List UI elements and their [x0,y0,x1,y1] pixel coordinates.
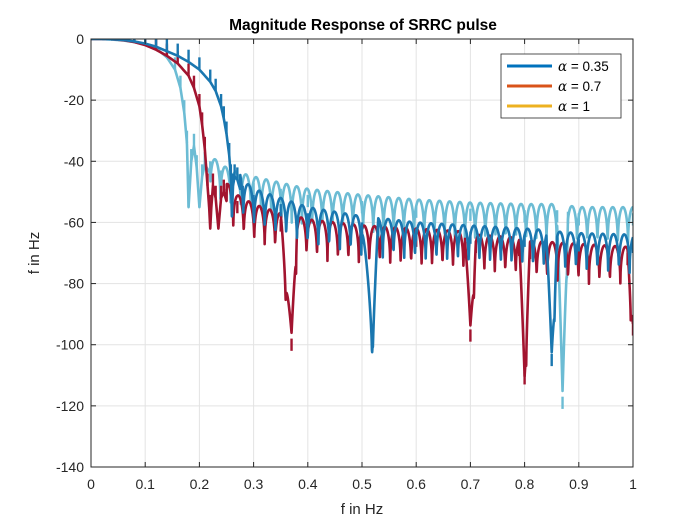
y-tick-label: -100 [56,337,84,353]
legend-label: = 1 [567,99,590,114]
y-tick-label: -80 [64,276,84,292]
x-tick-label: 0.2 [190,476,210,492]
y-tick-label: -40 [64,153,84,169]
legend-entry: α = 0.7 [558,79,601,95]
x-tick-label: 0 [87,476,95,492]
y-axis-label: f in Hz [26,232,43,275]
x-tick-label: 0.7 [461,476,481,492]
x-tick-label: 1 [629,476,637,492]
y-tick-label: 0 [76,31,84,47]
series-layer [91,39,633,409]
y-tick-label: -140 [56,459,84,475]
x-tick-label: 0.8 [515,476,535,492]
x-tick-labels: 0 0.1 0.2 0.3 0.4 0.5 0.6 0.7 0.8 0.9 1 [87,476,637,492]
legend-label: = 0.35 [567,59,609,74]
y-tick-label: -120 [56,398,84,414]
tick-marks [90,38,634,468]
y-tick-label: -20 [64,92,84,108]
x-tick-label: 0.9 [569,476,589,492]
legend-symbol: α [558,99,567,115]
x-tick-label: 0.5 [352,476,372,492]
legend-symbol: α [558,79,567,95]
x-axis-label: f in Hz [341,501,384,518]
chart-title: Magnitude Response of SRRC pulse [229,17,497,34]
y-tick-label: -60 [64,214,84,230]
legend-label: = 0.7 [567,79,601,94]
y-tick-labels: 0 -20 -40 -60 -80 -100 -120 -140 [56,31,84,475]
x-tick-label: 0.4 [298,476,318,492]
x-tick-label: 0.6 [406,476,426,492]
x-tick-label: 0.3 [244,476,264,492]
legend: α = 0.35α = 0.7α = 1 [500,53,622,119]
legend-symbol: α [558,59,567,75]
legend-entry: α = 1 [558,99,590,115]
series-line-blue [91,39,633,354]
legend-entry: α = 0.35 [558,59,609,75]
x-tick-label: 0.1 [135,476,155,492]
